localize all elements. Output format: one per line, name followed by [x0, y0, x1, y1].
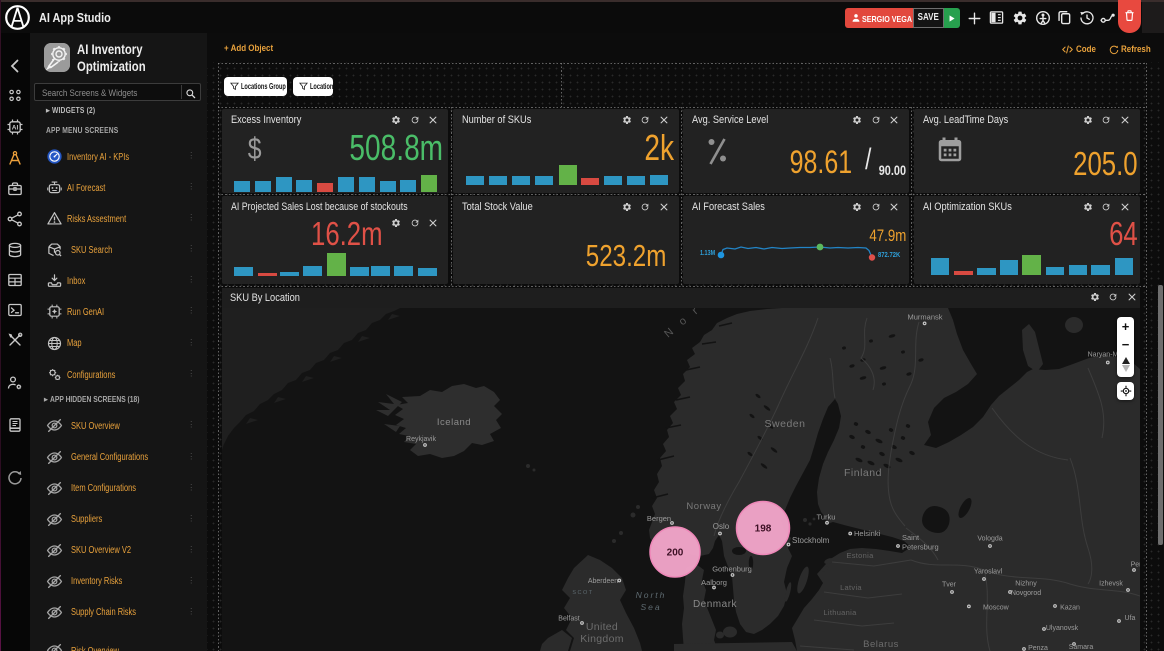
svg-text:Kazan: Kazan	[1060, 605, 1080, 612]
svg-text:200: 200	[667, 548, 684, 559]
svg-text:United: United	[586, 621, 618, 633]
svg-text:Ufa: Ufa	[1125, 615, 1136, 622]
svg-text:Turku: Turku	[817, 513, 836, 522]
svg-text:Sea: Sea	[640, 602, 661, 612]
svg-text:Norway: Norway	[686, 501, 721, 512]
svg-text:Iceland: Iceland	[437, 417, 471, 428]
svg-text:Yaroslavl: Yaroslavl	[974, 569, 1003, 576]
svg-text:Oslo: Oslo	[713, 522, 730, 531]
svg-text:Finland: Finland	[844, 467, 882, 479]
svg-text:Helsinki: Helsinki	[854, 529, 881, 538]
svg-text:198: 198	[755, 524, 772, 535]
svg-text:Aalborg: Aalborg	[701, 578, 727, 587]
svg-text:Petersburg: Petersburg	[902, 543, 939, 552]
svg-text:Moscow: Moscow	[983, 605, 1010, 612]
svg-text:Denmark: Denmark	[693, 599, 738, 610]
svg-text:Belfast: Belfast	[558, 616, 579, 623]
svg-text:Tver: Tver	[942, 582, 957, 589]
svg-text:Kingdom: Kingdom	[580, 633, 624, 645]
svg-text:Saint: Saint	[902, 533, 920, 542]
svg-text:Pern: Pern	[1131, 562, 1140, 569]
svg-text:North: North	[636, 590, 667, 600]
svg-text:Penza: Penza	[1028, 645, 1048, 651]
svg-text:Bergen: Bergen	[647, 514, 671, 523]
svg-text:Stockholm: Stockholm	[792, 536, 830, 545]
svg-text:Samara: Samara	[1069, 644, 1094, 651]
svg-text:SCOT: SCOT	[572, 590, 593, 596]
svg-text:Estonia: Estonia	[846, 551, 874, 560]
svg-text:Murmansk: Murmansk	[907, 313, 942, 322]
svg-text:Belarus: Belarus	[863, 639, 899, 650]
svg-text:Lithuania: Lithuania	[823, 608, 857, 617]
svg-text:Vologda: Vologda	[977, 536, 1002, 543]
svg-text:Ulyanovsk: Ulyanovsk	[1046, 625, 1079, 632]
svg-text:Izhevsk: Izhevsk	[1099, 581, 1123, 588]
svg-text:Reykjavik: Reykjavik	[406, 436, 436, 443]
svg-text:Sweden: Sweden	[765, 418, 806, 430]
svg-text:Novgorod: Novgorod	[1011, 590, 1041, 597]
svg-text:Naryan-M: Naryan-M	[1088, 352, 1119, 359]
svg-text:Latvia: Latvia	[840, 583, 862, 592]
svg-text:Aberdeen: Aberdeen	[588, 578, 618, 585]
svg-text:Nizhny: Nizhny	[1015, 581, 1037, 588]
svg-text:Gothenburg: Gothenburg	[712, 565, 752, 574]
